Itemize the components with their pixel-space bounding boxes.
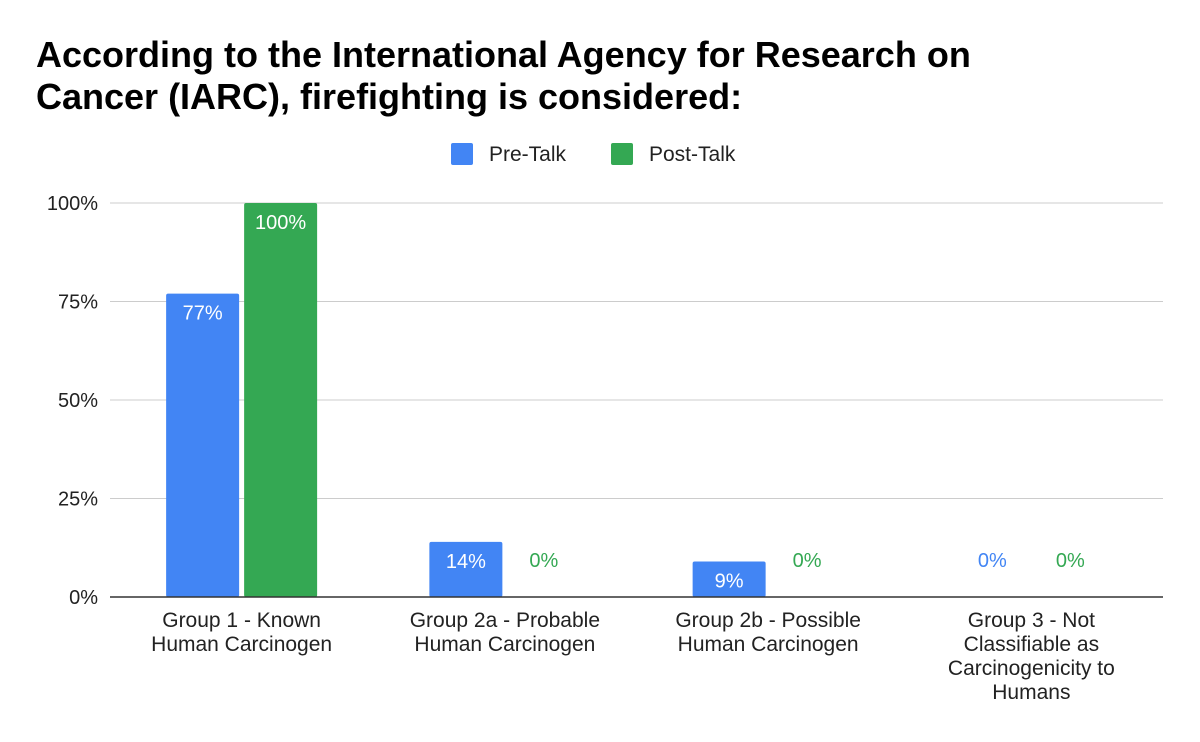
legend-label-pre-talk: Pre-Talk <box>489 143 567 166</box>
data-label-pre-talk: 9% <box>715 571 744 593</box>
data-label-pre-talk: 77% <box>183 303 223 325</box>
data-label-post-talk: 0% <box>793 550 822 572</box>
bar-pre-talk <box>166 293 240 597</box>
x-tick-label: Human Carcinogen <box>678 633 859 656</box>
x-tick-label: Human Carcinogen <box>414 633 595 656</box>
y-tick-label: 75% <box>58 292 98 314</box>
y-tick-label: 50% <box>58 390 98 412</box>
bar-post-talk <box>244 203 318 597</box>
x-tick-label: Group 3 - Not <box>968 609 1095 632</box>
data-label-pre-talk: 0% <box>978 550 1007 572</box>
bar-pre-talk <box>429 541 503 597</box>
data-label-post-talk: 0% <box>529 550 558 572</box>
x-tick-label: Human Carcinogen <box>151 633 332 656</box>
x-tick-label: Classifiable as <box>964 633 1099 656</box>
legend-label-post-talk: Post-Talk <box>649 143 736 166</box>
data-label-post-talk: 0% <box>1056 550 1085 572</box>
y-tick-label: 100% <box>47 193 98 215</box>
chart-title: According to the International Agency fo… <box>36 34 1166 118</box>
x-tick-label: Group 1 - Known <box>162 609 321 632</box>
x-tick-label: Group 2a - Probable <box>410 609 600 632</box>
y-tick-label: 25% <box>58 489 98 511</box>
x-tick-label: Humans <box>992 681 1070 704</box>
y-tick-label: 0% <box>69 587 98 609</box>
legend-swatch-post-talk <box>611 143 633 165</box>
bar-pre-talk <box>692 561 766 597</box>
chart-title-line-2: Cancer (IARC), firefighting is considere… <box>36 76 743 117</box>
legend-swatch-pre-talk <box>451 143 473 165</box>
chart-title-line-1: According to the International Agency fo… <box>36 34 971 75</box>
data-label-post-talk: 100% <box>255 212 306 234</box>
x-tick-label: Group 2b - Possible <box>675 609 861 632</box>
x-tick-label: Carcinogenicity to <box>948 657 1115 680</box>
data-label-pre-talk: 14% <box>446 551 486 573</box>
